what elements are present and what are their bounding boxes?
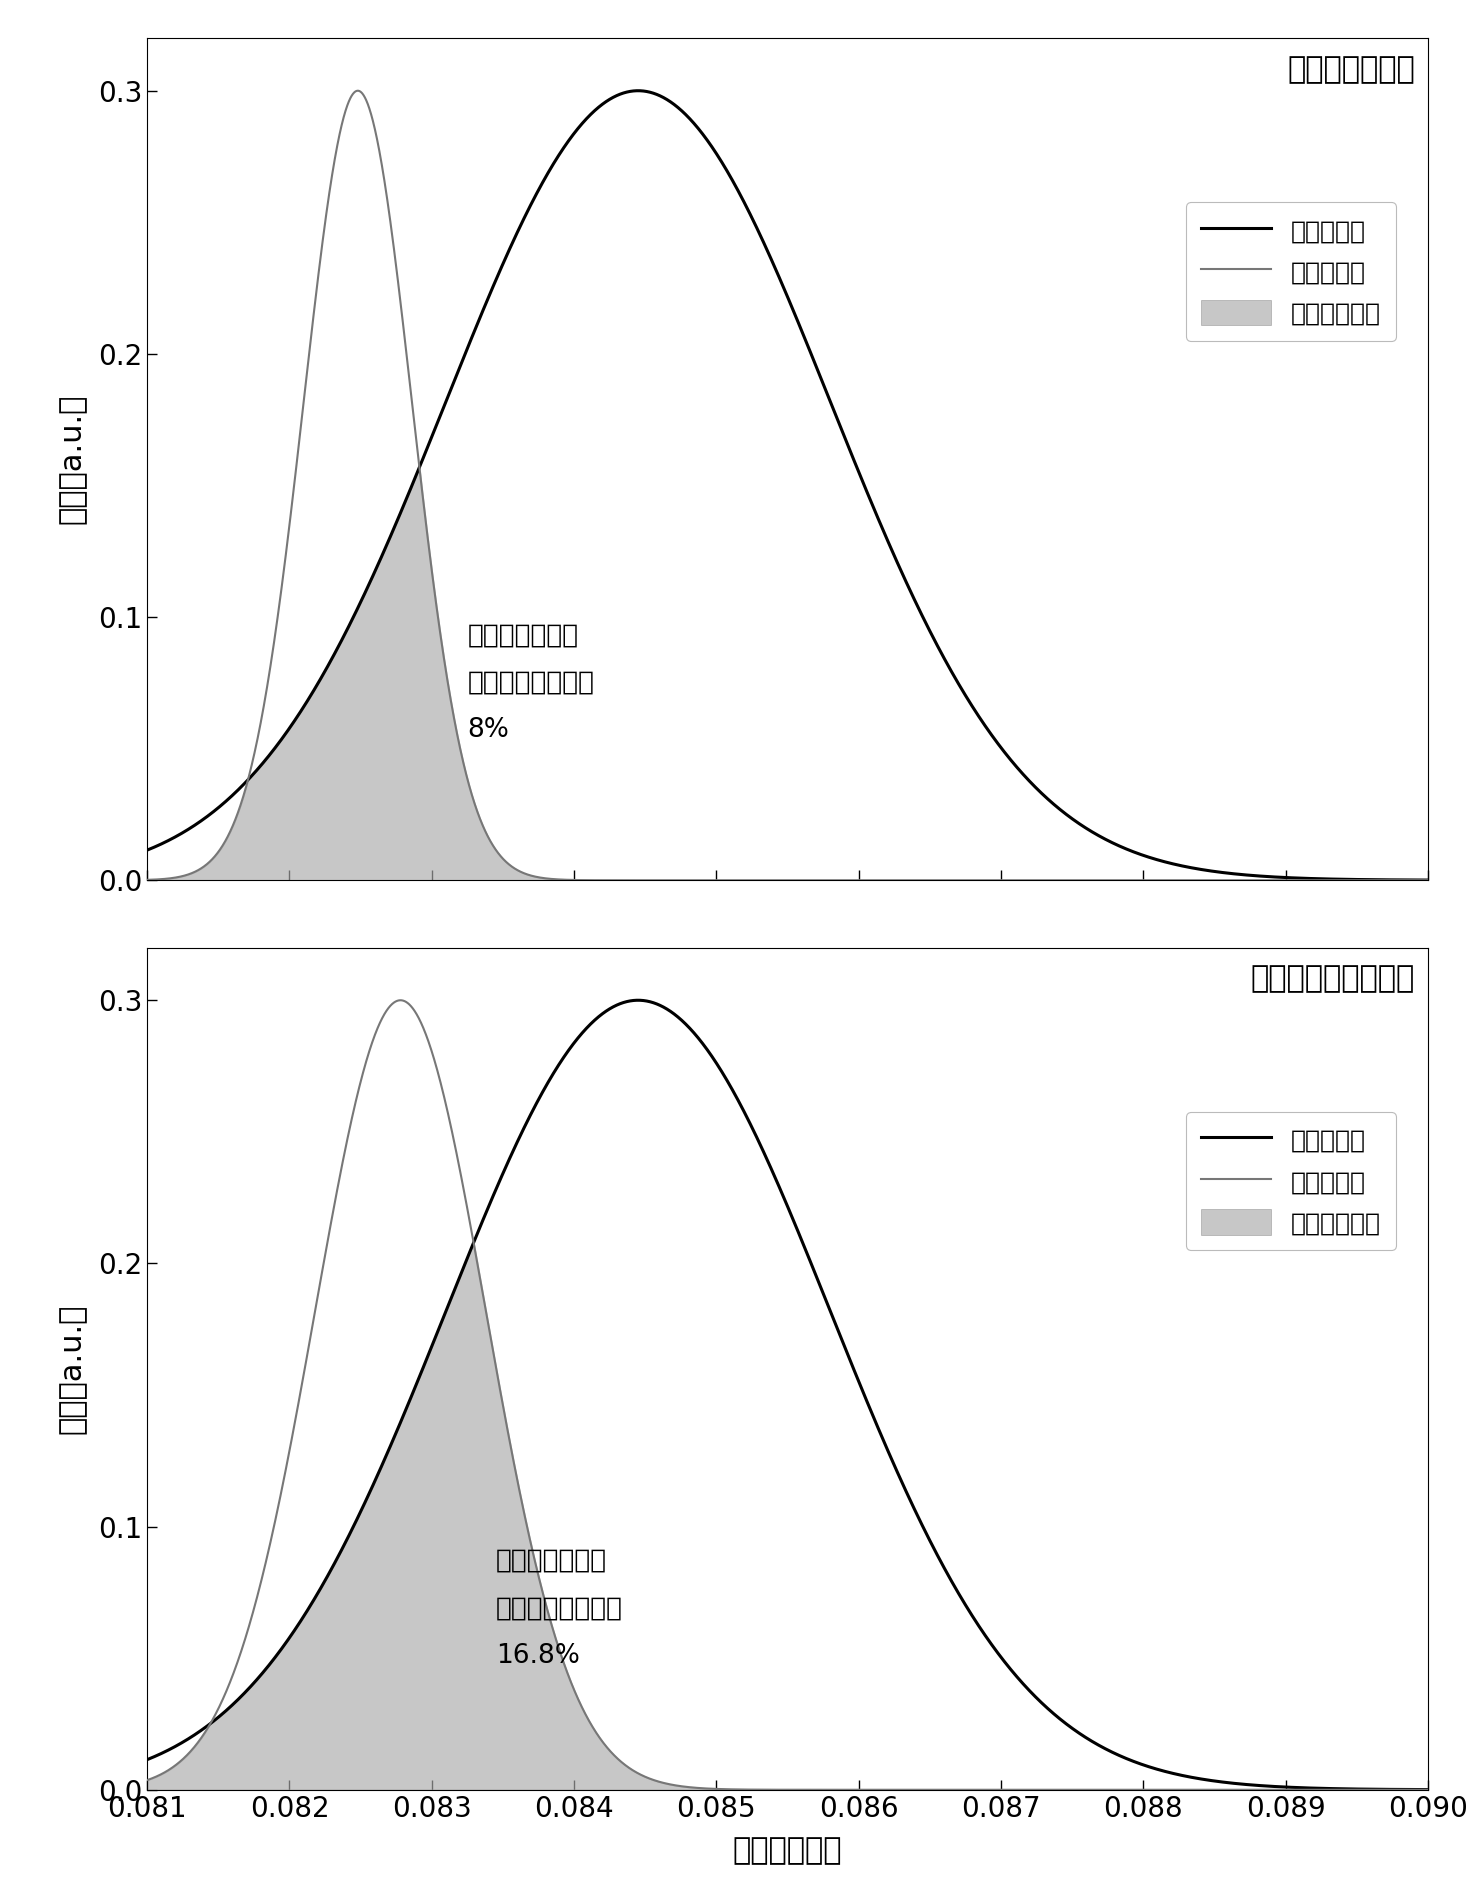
Text: 传统量子阱结构: 传统量子阱结构 xyxy=(1288,55,1415,84)
Y-axis label: 强度（a.u.）: 强度（a.u.） xyxy=(57,1304,87,1434)
Text: 8%: 8% xyxy=(467,718,509,743)
X-axis label: 位置（微米）: 位置（微米） xyxy=(733,1837,842,1866)
Legend: 电子波函数, 空穴波函数, 重叠积分区域: 电子波函数, 空穴波函数, 重叠积分区域 xyxy=(1186,202,1395,341)
Text: 16.8%: 16.8% xyxy=(496,1643,580,1668)
Text: 电子空穴波函数: 电子空穴波函数 xyxy=(496,1548,606,1575)
Text: 重叠积分所占比率: 重叠积分所占比率 xyxy=(496,1596,623,1622)
Text: 重叠积分所占比率: 重叠积分所占比率 xyxy=(467,670,595,697)
Text: 电子空穴波函数: 电子空穴波函数 xyxy=(467,623,578,649)
Legend: 电子波函数, 空穴波函数, 重叠积分区域: 电子波函数, 空穴波函数, 重叠积分区域 xyxy=(1186,1112,1395,1251)
Text: 能带调控量子阱结构: 能带调控量子阱结构 xyxy=(1251,965,1415,994)
Y-axis label: 强度（a.u.）: 强度（a.u.） xyxy=(57,394,87,524)
